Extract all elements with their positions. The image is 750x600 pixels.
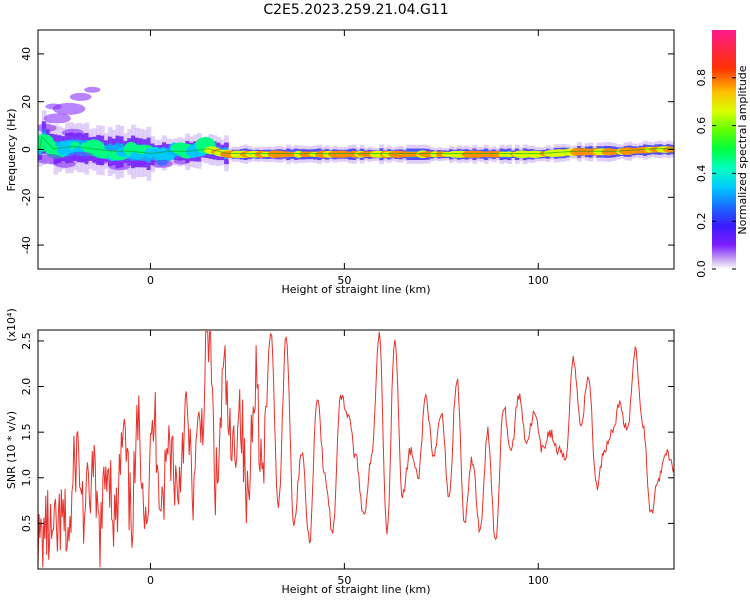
y-tick-label: -20	[20, 188, 33, 206]
colorbar: 0.0 0.2 0.4 0.6 0.8 Normalized spectral ampl…	[695, 30, 749, 278]
heatmap-cell	[130, 160, 147, 167]
heatmap-cell	[67, 151, 95, 162]
snr-frame	[37, 329, 675, 570]
snr-multiplier: (x10⁴)	[5, 308, 18, 342]
y-tick-label: -40	[20, 236, 33, 254]
heatmap-cell	[151, 159, 173, 168]
colorbar-label: Normalized spectral amplitude	[736, 65, 749, 234]
x-tick-label: 100	[528, 574, 549, 587]
y-tick-label: 1.0	[20, 469, 33, 487]
x-tick-label: 0	[147, 274, 154, 287]
snr-panel: 0 50 100 0.5 1.0 1.5 2.0 2.5 Height of straight…	[5, 308, 675, 596]
chart-title: C2E5.2023.259.21.04.G11	[263, 2, 448, 18]
spectrogram-xlabel: Height of straight line (km)	[281, 283, 430, 296]
colorbar-tick-label: 0.0	[695, 260, 708, 278]
y-tick-label: 2.5	[20, 332, 33, 350]
colorbar-tick-label: 0.6	[695, 117, 708, 135]
spectrogram-ylabel: Frequency (Hz)	[5, 109, 18, 192]
heatmap-cell	[38, 123, 57, 132]
heatmap-cell	[84, 86, 101, 93]
heatmap-cell	[45, 103, 62, 110]
snr-line	[38, 331, 674, 568]
y-tick-label: 2.0	[20, 378, 33, 396]
spectrogram-heatmap	[38, 86, 674, 181]
heatmap-cell	[161, 152, 175, 161]
x-tick-label: 50	[337, 274, 351, 287]
x-tick-label: 50	[337, 574, 351, 587]
colorbar-ticks: 0.0 0.2 0.4 0.6 0.8	[695, 69, 736, 278]
colorbar-tick-label: 0.2	[695, 212, 708, 230]
ridge-line	[38, 135, 674, 155]
heatmap-cell	[62, 128, 84, 137]
snr-ylabel: SNR (10 * v/v)	[5, 411, 18, 489]
colorbar-tick-label: 0.8	[695, 69, 708, 87]
y-tick-label: 40	[20, 47, 33, 61]
colorbar-tick-label: 0.4	[695, 165, 708, 183]
snr-xlabel: Height of straight line (km)	[281, 583, 430, 596]
y-tick-label: 0.5	[20, 515, 33, 533]
snr-plot-area	[38, 330, 674, 569]
y-tick-label: 20	[20, 95, 33, 109]
heatmap-cell	[54, 159, 77, 168]
snr-series	[38, 331, 674, 568]
heatmap-cell	[108, 162, 131, 171]
heatmap-cell	[43, 113, 71, 124]
y-tick-label: 0	[20, 146, 33, 153]
x-tick-label: 100	[528, 274, 549, 287]
heatmap-cell	[69, 92, 92, 101]
spectrogram-ticks: 0 50 100 -40 -20 0 20 40	[20, 30, 674, 287]
spectrogram-panel: 0 50 100 -40 -20 0 20 40 Height of straight lin…	[5, 29, 675, 296]
y-tick-label: 1.5	[20, 423, 33, 441]
snr-ticks: 0 50 100 0.5 1.0 1.5 2.0 2.5	[20, 330, 674, 587]
x-tick-label: 0	[147, 574, 154, 587]
heatmap-cell	[91, 158, 109, 165]
heatmap-cell	[173, 158, 190, 165]
colorbar-gradient	[712, 30, 736, 269]
